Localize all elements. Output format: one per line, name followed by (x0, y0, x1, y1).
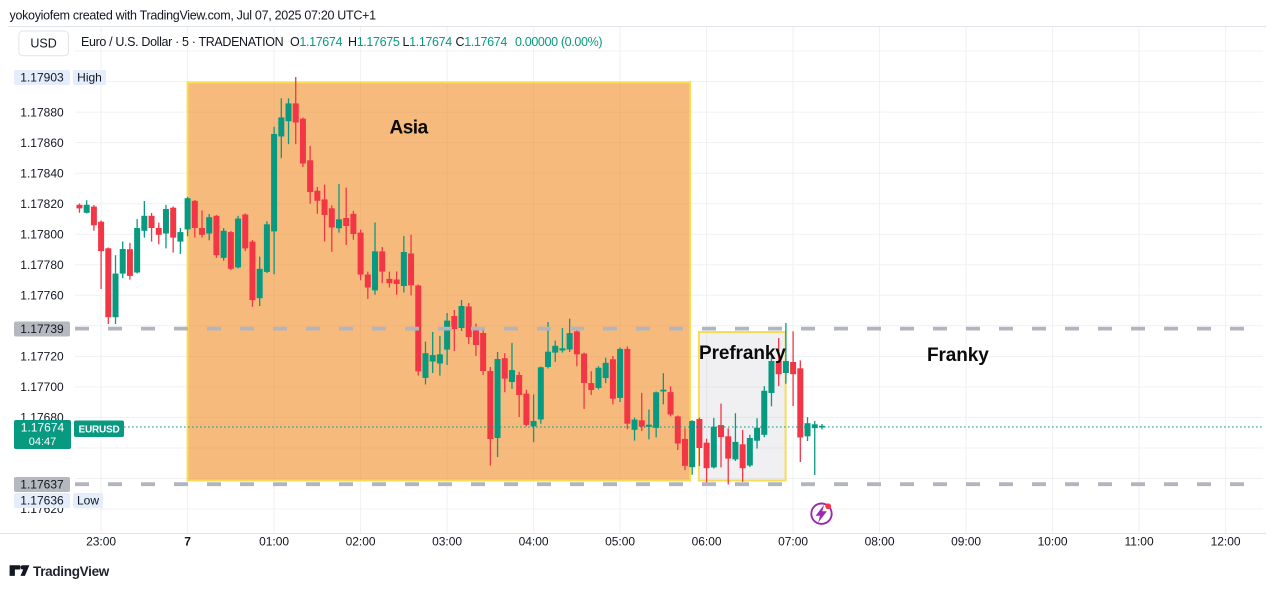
svg-text:09:00: 09:00 (951, 535, 981, 549)
svg-text:1.17820: 1.17820 (20, 197, 64, 211)
svg-text:L1.17674: L1.17674 (403, 35, 453, 49)
svg-text:1.17720: 1.17720 (20, 350, 64, 364)
svg-text:yokoyiofem created with Tradin: yokoyiofem created with TradingView.com,… (10, 9, 377, 23)
svg-text:1.17674: 1.17674 (21, 421, 65, 435)
svg-text:1.17700: 1.17700 (20, 380, 64, 394)
svg-text:High: High (77, 71, 102, 85)
svg-text:07:00: 07:00 (778, 535, 808, 549)
svg-text:1.17739: 1.17739 (20, 322, 64, 336)
svg-text:C1.17674: C1.17674 (456, 35, 508, 49)
svg-text:10:00: 10:00 (1038, 535, 1068, 549)
svg-text:1.17880: 1.17880 (20, 105, 64, 119)
svg-text:Euro / U.S. Dollar · 5 · TRADE: Euro / U.S. Dollar · 5 · TRADENATION (81, 35, 284, 49)
svg-text:04:47: 04:47 (29, 436, 57, 448)
svg-text:08:00: 08:00 (865, 535, 895, 549)
svg-text:1.17903: 1.17903 (20, 71, 64, 85)
svg-text:01:00: 01:00 (259, 535, 289, 549)
svg-text:H1.17675: H1.17675 (348, 35, 400, 49)
svg-text:EURUSD: EURUSD (78, 425, 119, 436)
svg-text:06:00: 06:00 (692, 535, 722, 549)
svg-text:Asia: Asia (390, 118, 429, 139)
svg-text:USD: USD (30, 37, 56, 51)
svg-text:03:00: 03:00 (432, 535, 462, 549)
svg-text:1.17800: 1.17800 (20, 227, 64, 241)
svg-text:0.00000 (0.00%): 0.00000 (0.00%) (515, 35, 602, 49)
svg-text:1.17760: 1.17760 (20, 289, 64, 303)
svg-text:1.17636: 1.17636 (20, 494, 64, 508)
svg-text:O1.17674: O1.17674 (290, 35, 343, 49)
svg-text:02:00: 02:00 (346, 535, 376, 549)
svg-text:12:00: 12:00 (1211, 535, 1241, 549)
svg-text:11:00: 11:00 (1125, 535, 1154, 549)
svg-text:1.17860: 1.17860 (20, 136, 64, 150)
svg-text:1.17780: 1.17780 (20, 258, 64, 272)
svg-text:Franky: Franky (927, 345, 989, 366)
svg-text:Low: Low (77, 494, 99, 508)
svg-text:1.17840: 1.17840 (20, 166, 64, 180)
svg-text:TradingView: TradingView (33, 564, 110, 579)
svg-text:7: 7 (184, 535, 191, 549)
svg-text:05:00: 05:00 (605, 535, 635, 549)
svg-text:23:00: 23:00 (86, 535, 116, 549)
svg-text:1.17637: 1.17637 (20, 478, 64, 492)
svg-text:04:00: 04:00 (519, 535, 549, 549)
svg-text:Prefranky: Prefranky (699, 343, 786, 364)
